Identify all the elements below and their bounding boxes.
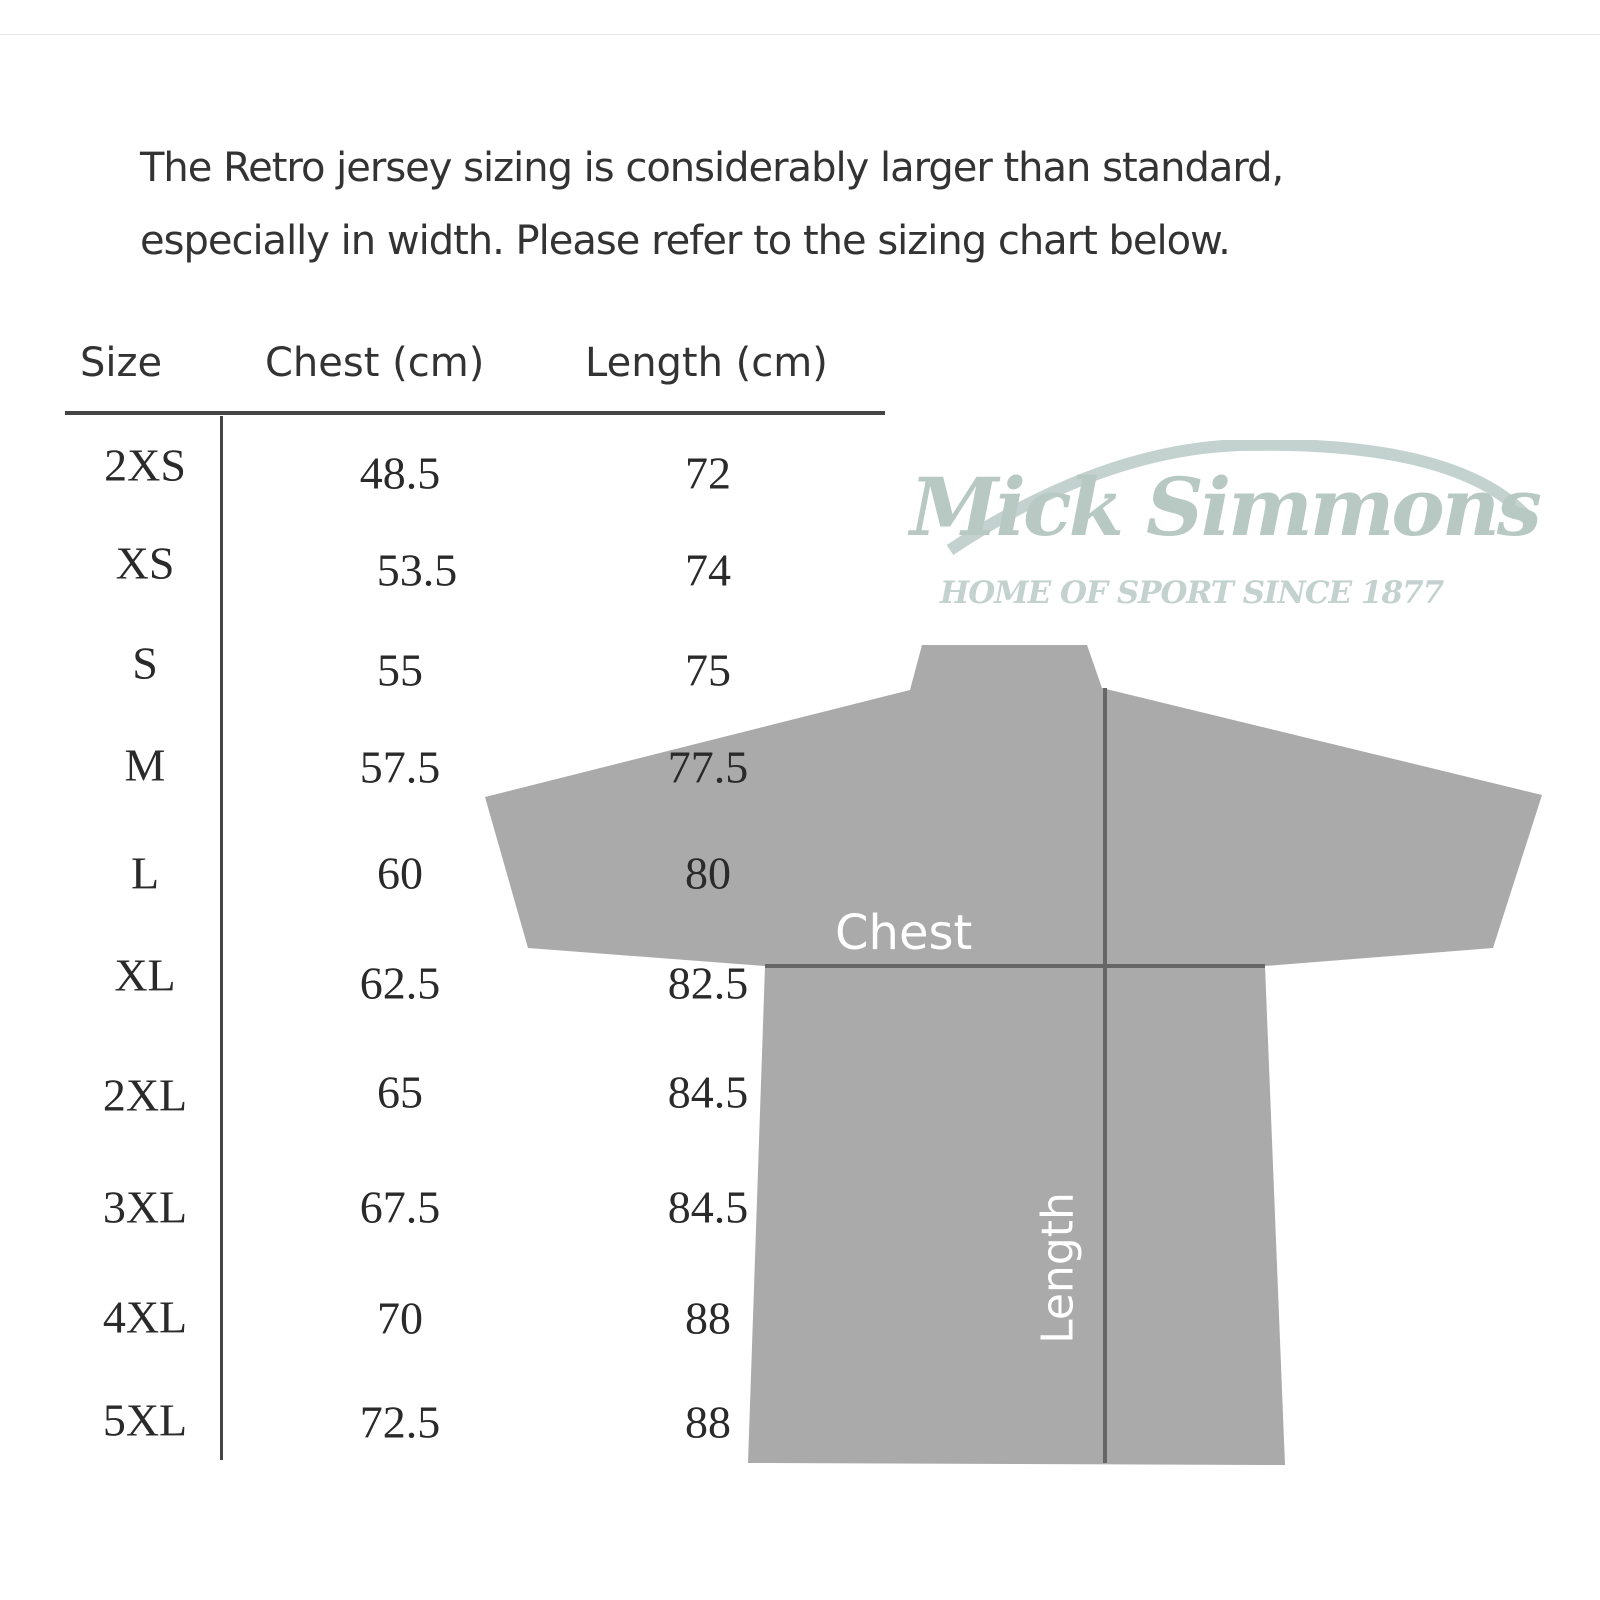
size-column-rule <box>220 416 223 1460</box>
cell-length: 82.5 <box>667 957 749 1009</box>
intro-line-1: The Retro jersey sizing is considerably … <box>140 145 1284 191</box>
cell-chest: 60 <box>377 847 423 899</box>
cell-length: 72 <box>685 447 731 499</box>
cell-size: XL <box>114 949 176 1001</box>
cell-chest: 48.5 <box>359 447 441 499</box>
cell-length: 88 <box>685 1396 731 1448</box>
chest-label: Chest <box>835 905 973 961</box>
cell-size: 3XL <box>102 1181 188 1233</box>
intro-text: The Retro jersey sizing is considerably … <box>140 132 1600 278</box>
cell-size: M <box>124 739 166 791</box>
header-chest: Chest (cm) <box>265 340 485 386</box>
cell-chest: 55 <box>377 644 423 696</box>
cell-size: L <box>130 847 160 899</box>
cell-length: 84.5 <box>667 1066 749 1118</box>
cell-length: 75 <box>685 644 731 696</box>
cell-size: 4XL <box>102 1291 188 1343</box>
cell-length: 77.5 <box>667 741 749 793</box>
cell-size: XS <box>115 537 175 589</box>
cell-chest: 62.5 <box>359 957 441 1009</box>
cell-chest: 67.5 <box>359 1181 441 1233</box>
jersey-shape <box>485 645 1542 1465</box>
cell-chest: 72.5 <box>359 1396 441 1448</box>
cell-length: 80 <box>685 847 731 899</box>
cell-size: 5XL <box>102 1394 188 1446</box>
length-label: Length <box>1032 1192 1084 1344</box>
header-rule <box>65 411 885 415</box>
cell-length: 74 <box>685 544 731 596</box>
header-size: Size <box>80 340 163 386</box>
cell-chest: 65 <box>377 1066 423 1118</box>
cell-size: 2XS <box>104 439 186 491</box>
cell-length: 88 <box>685 1292 731 1344</box>
cell-size: S <box>132 637 158 689</box>
top-divider <box>0 34 1600 35</box>
cell-length: 84.5 <box>667 1181 749 1233</box>
cell-size: 2XL <box>102 1069 188 1121</box>
cell-chest: 53.5 <box>376 544 458 596</box>
cell-chest: 70 <box>377 1292 423 1344</box>
header-length: Length (cm) <box>585 340 828 386</box>
cell-chest: 57.5 <box>359 741 441 793</box>
intro-line-2: especially in width. Please refer to the… <box>140 218 1231 264</box>
